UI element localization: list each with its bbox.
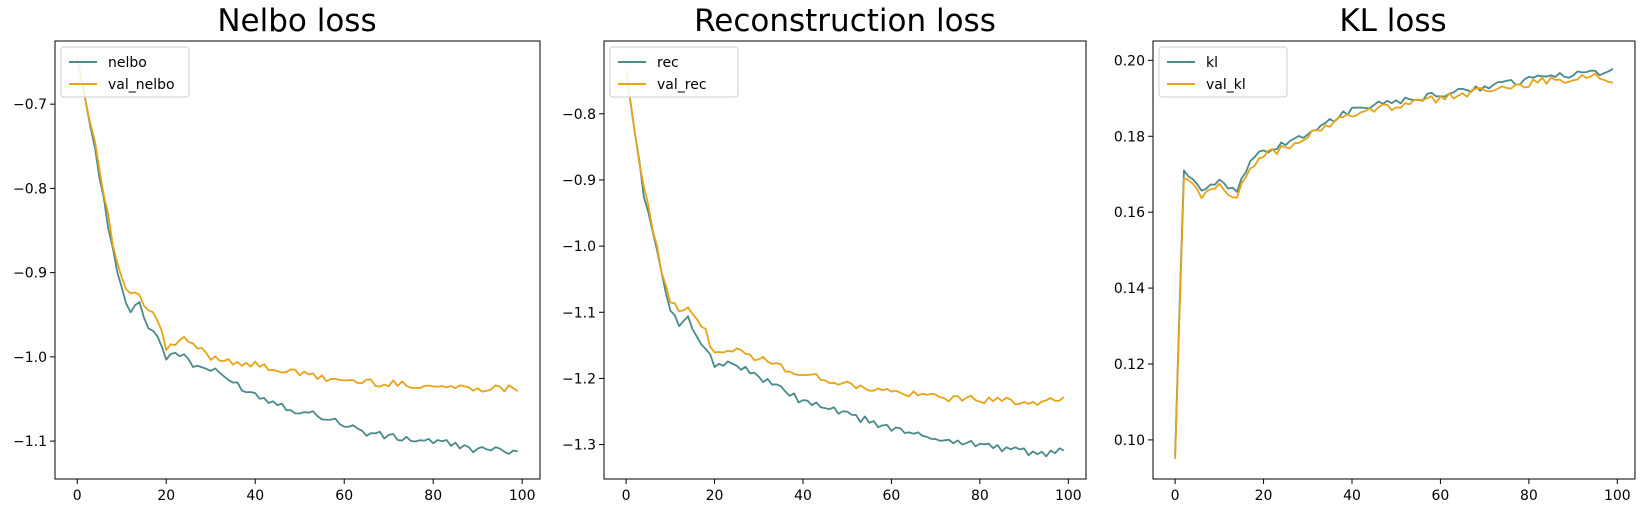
x-tick-label: 0: [1171, 488, 1180, 504]
chart-title: KL loss: [1339, 3, 1446, 39]
x-tick-label: 20: [706, 488, 724, 504]
x-tick-label: 40: [1343, 488, 1361, 504]
legend-label-rec: rec: [657, 55, 679, 71]
reconstruction-plot-area: 0 20 40 60 80 100 −0.8 −0.9 −1.0 −1.1 −1.2 −1.3 rec v…: [562, 40, 1087, 504]
y-tick-label: −1.0: [562, 239, 596, 255]
x-tick-label: 100: [1604, 488, 1631, 504]
y-tick-label: 0.16: [1114, 205, 1145, 221]
series-line-rec: [625, 70, 1065, 458]
y-tick-label: 0.18: [1114, 129, 1145, 145]
kl-loss-panel: KL loss 0 20 40 60 80 100 0.10 0.12 0.14 0.16 0.18…: [1114, 3, 1636, 504]
x-tick-label: 20: [157, 488, 175, 504]
series-line-nelbo: [76, 57, 518, 455]
y-tick-label: −0.9: [13, 266, 47, 282]
y-tick-label: −1.1: [562, 305, 596, 321]
x-tick-label: 20: [1255, 488, 1273, 504]
legend-label-nelbo: nelbo: [108, 55, 147, 71]
y-tick-label: −1.2: [562, 371, 596, 387]
reconstruction-loss-panel: Reconstruction loss 0 20 40 60 80 100 −0.8 −0.9…: [562, 3, 1087, 504]
x-tick-label: 60: [883, 488, 901, 504]
x-tick-label: 80: [971, 488, 989, 504]
x-tick-label: 60: [1432, 488, 1450, 504]
legend: nelbo val_nelbo: [60, 46, 190, 98]
legend-label-val_kl: val_kl: [1206, 77, 1246, 93]
axes-frame: [1152, 40, 1636, 480]
axes-frame: [603, 40, 1087, 480]
y-tick-label: 0.14: [1114, 281, 1145, 297]
kl-plot-area: 0 20 40 60 80 100 0.10 0.12 0.14 0.16 0.18 0.20 kl va…: [1114, 40, 1636, 504]
series-line-val_nelbo: [76, 57, 519, 393]
legend-label-val_rec: val_rec: [657, 77, 707, 93]
y-tick-label: −1.3: [562, 438, 596, 454]
x-tick-label: 80: [424, 488, 442, 504]
legend-label-val_nelbo: val_nelbo: [108, 77, 175, 93]
legend: kl val_kl: [1158, 46, 1288, 98]
y-tick-label: 0.10: [1114, 433, 1145, 449]
series-line-val_kl: [1174, 72, 1614, 459]
series-line-kl: [1174, 67, 1614, 456]
y-tick-label: 0.20: [1114, 53, 1145, 69]
x-tick-label: 0: [622, 488, 631, 504]
y-tick-label: −0.8: [562, 107, 596, 123]
y-tick-label: −1.0: [13, 350, 47, 366]
legend-label-kl: kl: [1206, 55, 1218, 71]
x-tick-label: 40: [246, 488, 264, 504]
x-tick-label: 100: [1055, 488, 1082, 504]
y-tick-label: −1.1: [13, 434, 47, 450]
nelbo-loss-panel: Nelbo loss 0 20 40 60 80 100 −0.7 −0.8 −0.9 −1.0 −…: [13, 3, 541, 504]
y-tick-label: 0.12: [1114, 357, 1145, 373]
series-line-val_rec: [625, 70, 1065, 406]
y-tick-label: −0.7: [13, 97, 47, 113]
y-tick-label: −0.9: [562, 173, 596, 189]
axes-frame: [54, 40, 541, 480]
nelbo-plot-area: 0 20 40 60 80 100 −0.7 −0.8 −0.9 −1.0 −1.1 nelbo val…: [13, 40, 541, 504]
chart-title: Nelbo loss: [217, 3, 376, 39]
x-tick-label: 100: [509, 488, 536, 504]
x-tick-label: 80: [1520, 488, 1538, 504]
x-tick-label: 60: [335, 488, 353, 504]
x-tick-label: 0: [73, 488, 82, 504]
y-tick-label: −0.8: [13, 181, 47, 197]
x-tick-label: 40: [794, 488, 812, 504]
legend: rec val_rec: [609, 46, 739, 98]
chart-title: Reconstruction loss: [694, 3, 996, 39]
